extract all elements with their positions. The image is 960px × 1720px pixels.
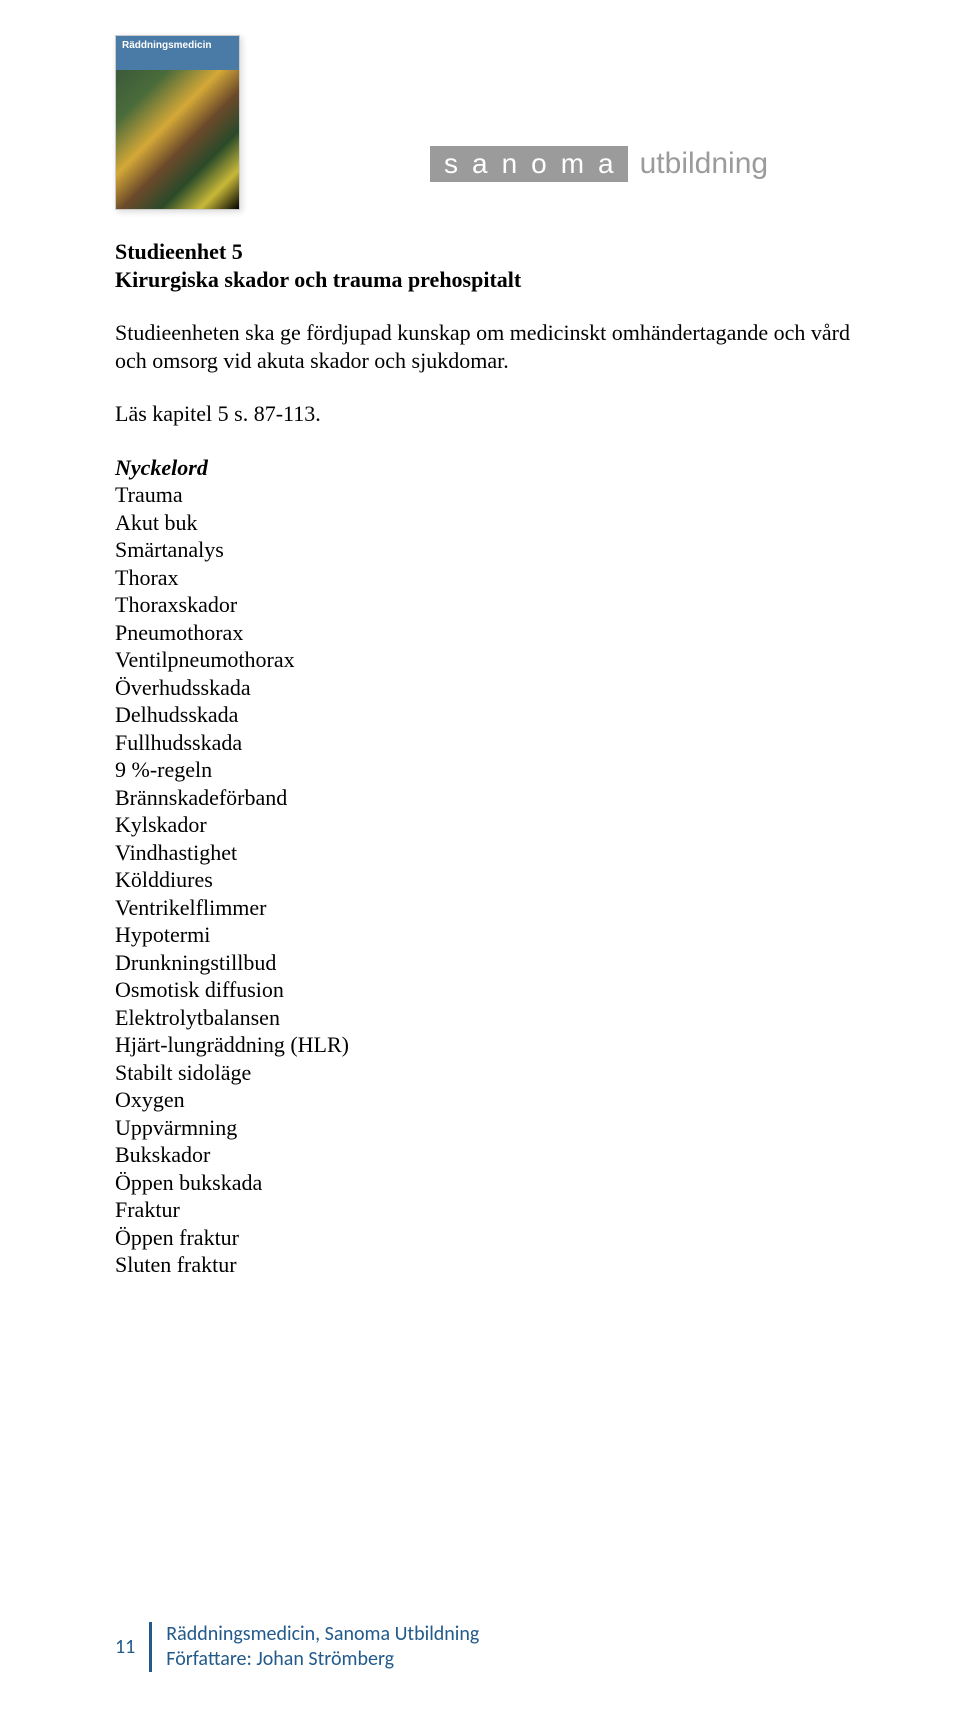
page: Räddningsmedicin sanoma utbildning Studi… bbox=[0, 0, 960, 1720]
keyword-item: Ventrikelflimmer bbox=[115, 894, 870, 922]
keyword-item: Thorax bbox=[115, 564, 870, 592]
unit-heading-block: Studieenhet 5 Kirurgiska skador och trau… bbox=[115, 238, 870, 293]
reading-instruction: Läs kapitel 5 s. 87-113. bbox=[115, 400, 870, 428]
intro-paragraph: Studieenheten ska ge fördjupad kunskap o… bbox=[115, 319, 870, 374]
brand-text: utbildning bbox=[640, 147, 768, 181]
footer-text: Räddningsmedicin, Sanoma Utbildning Förf… bbox=[149, 1622, 479, 1672]
keyword-list: Trauma Akut buk Smärtanalys Thorax Thora… bbox=[115, 481, 870, 1279]
keyword-item: Akut buk bbox=[115, 509, 870, 537]
keywords-heading: Nyckelord bbox=[115, 454, 870, 482]
book-cover-photo bbox=[116, 70, 239, 209]
footer-line2: Författare: Johan Strömberg bbox=[166, 1647, 479, 1672]
keyword-item: Uppvärmning bbox=[115, 1114, 870, 1142]
keyword-item: Hjärt-lungräddning (HLR) bbox=[115, 1031, 870, 1059]
keyword-item: Sluten fraktur bbox=[115, 1251, 870, 1279]
keyword-item: Trauma bbox=[115, 481, 870, 509]
keyword-item: Vindhastighet bbox=[115, 839, 870, 867]
keyword-item: Thoraxskador bbox=[115, 591, 870, 619]
content: Studieenhet 5 Kirurgiska skador och trau… bbox=[115, 238, 870, 1279]
keyword-item: Drunkningstillbud bbox=[115, 949, 870, 977]
page-number: 11 bbox=[115, 1622, 149, 1672]
keyword-item: Öppen bukskada bbox=[115, 1169, 870, 1197]
keyword-item: Osmotisk diffusion bbox=[115, 976, 870, 1004]
keyword-item: Överhudsskada bbox=[115, 674, 870, 702]
keyword-item: Kylskador bbox=[115, 811, 870, 839]
header-row: Räddningsmedicin sanoma utbildning bbox=[115, 35, 870, 210]
keyword-item: Bukskador bbox=[115, 1141, 870, 1169]
keyword-item: Öppen fraktur bbox=[115, 1224, 870, 1252]
unit-number: Studieenhet 5 bbox=[115, 238, 870, 266]
book-cover: Räddningsmedicin bbox=[115, 35, 240, 210]
brand-logo: sanoma utbildning bbox=[430, 146, 768, 182]
unit-title: Kirurgiska skador och trauma prehospital… bbox=[115, 266, 870, 294]
keyword-item: Fullhudsskada bbox=[115, 729, 870, 757]
keyword-item: Hypotermi bbox=[115, 921, 870, 949]
keywords-block: Nyckelord Trauma Akut buk Smärtanalys Th… bbox=[115, 454, 870, 1279]
keyword-item: Brännskadeförband bbox=[115, 784, 870, 812]
keyword-item: Ventilpneumothorax bbox=[115, 646, 870, 674]
keyword-item: Kölddiures bbox=[115, 866, 870, 894]
keyword-item: 9 %-regeln bbox=[115, 756, 870, 784]
keyword-item: Oxygen bbox=[115, 1086, 870, 1114]
footer: 11 Räddningsmedicin, Sanoma Utbildning F… bbox=[115, 1622, 479, 1672]
keyword-item: Fraktur bbox=[115, 1196, 870, 1224]
keyword-item: Stabilt sidoläge bbox=[115, 1059, 870, 1087]
book-cover-title: Räddningsmedicin bbox=[116, 36, 239, 70]
keyword-item: Smärtanalys bbox=[115, 536, 870, 564]
footer-line1: Räddningsmedicin, Sanoma Utbildning bbox=[166, 1622, 479, 1647]
keyword-item: Delhudsskada bbox=[115, 701, 870, 729]
brand-box: sanoma bbox=[430, 146, 628, 182]
keyword-item: Pneumothorax bbox=[115, 619, 870, 647]
keyword-item: Elektrolytbalansen bbox=[115, 1004, 870, 1032]
